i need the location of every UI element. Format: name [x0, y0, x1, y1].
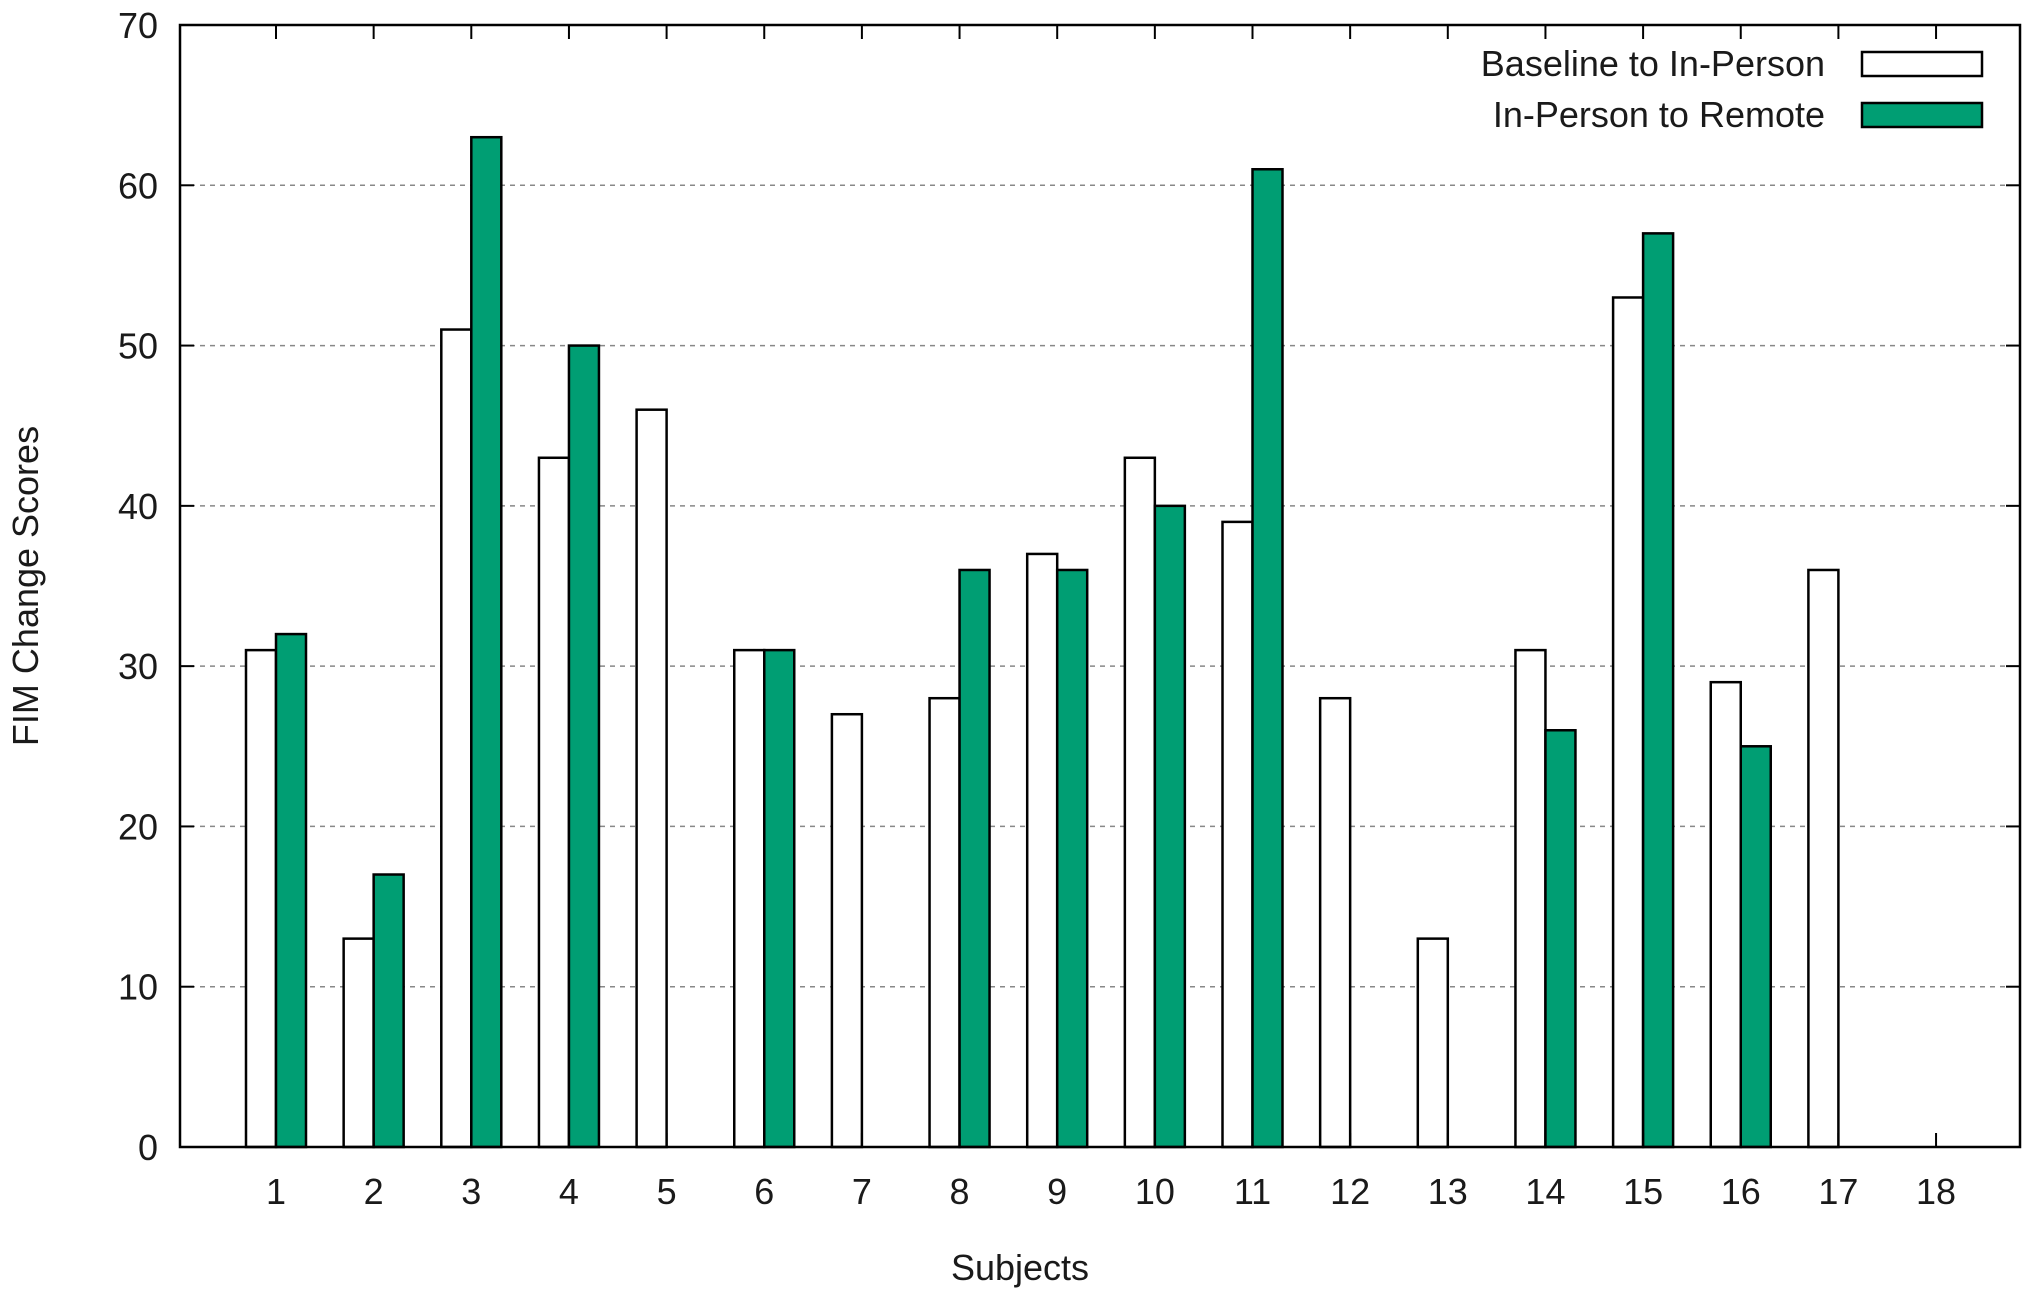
x-axis-label: Subjects	[951, 1247, 1089, 1288]
bar-baseline-to-in-person	[1807, 568, 1840, 1149]
bar-in-person-to-remote	[1153, 504, 1187, 1149]
x-tick-label: 5	[657, 1171, 677, 1212]
bar-in-person-to-remote	[1739, 745, 1772, 1149]
bar-baseline-to-in-person	[1221, 520, 1254, 1149]
x-tick-label: 18	[1916, 1171, 1956, 1212]
x-tick-label: 10	[1135, 1171, 1175, 1212]
y-tick-label: 60	[118, 165, 158, 206]
x-tick-label: 1	[266, 1171, 286, 1212]
x-tick-label: 4	[559, 1171, 579, 1212]
bar-baseline-to-in-person	[1416, 937, 1450, 1149]
x-tick-label: 13	[1428, 1171, 1468, 1212]
legend: Baseline to In-Person In-Person to Remote	[1481, 43, 1984, 135]
x-tick-label: 6	[754, 1171, 774, 1212]
x-tick-label: 7	[852, 1171, 872, 1212]
bar-in-person-to-remote	[1641, 232, 1675, 1149]
bar-baseline-to-in-person	[342, 937, 375, 1149]
x-tick-label: 17	[1818, 1171, 1858, 1212]
bar-baseline-to-in-person	[1123, 456, 1157, 1149]
y-tick-label: 20	[118, 806, 158, 847]
legend-swatch	[1860, 101, 1984, 129]
y-tick-label: 30	[118, 646, 158, 687]
bar-baseline-to-in-person	[1611, 296, 1645, 1149]
bar-in-person-to-remote	[1055, 568, 1089, 1149]
bar-baseline-to-in-person	[537, 456, 571, 1149]
y-tick-label: 70	[118, 5, 158, 46]
legend-label: In-Person to Remote	[1493, 94, 1825, 135]
bar-baseline-to-in-person	[1514, 648, 1547, 1149]
y-axis-label: FIM Change Scores	[5, 426, 46, 746]
x-tick-label: 8	[950, 1171, 970, 1212]
x-tick-label: 12	[1330, 1171, 1370, 1212]
legend-label: Baseline to In-Person	[1481, 43, 1825, 84]
axis-ticks	[180, 24, 2020, 1148]
x-tick-label: 9	[1047, 1171, 1067, 1212]
x-tick-label: 16	[1721, 1171, 1761, 1212]
x-tick-label: 3	[461, 1171, 481, 1212]
bar-baseline-to-in-person	[440, 328, 473, 1149]
y-tick-label: 50	[118, 326, 158, 367]
bar-baseline-to-in-person	[1709, 680, 1742, 1149]
bar-in-person-to-remote	[470, 135, 503, 1149]
bar-in-person-to-remote	[958, 568, 991, 1149]
bar-baseline-to-in-person	[830, 712, 864, 1149]
y-tick-label: 40	[118, 486, 158, 527]
bars	[244, 135, 1840, 1149]
bar-baseline-to-in-person	[244, 648, 278, 1149]
x-tick-label: 11	[1234, 1171, 1271, 1212]
bar-baseline-to-in-person	[928, 696, 961, 1149]
plot-frame	[178, 23, 2022, 1149]
legend-swatch	[1860, 50, 1984, 78]
bar-in-person-to-remote	[274, 632, 308, 1149]
bar-in-person-to-remote	[567, 344, 601, 1149]
x-tick-label: 14	[1525, 1171, 1565, 1212]
bar-baseline-to-in-person	[1318, 696, 1352, 1149]
bar-in-person-to-remote	[1251, 168, 1284, 1149]
bar-in-person-to-remote	[1544, 729, 1577, 1149]
y-tick-label: 0	[138, 1127, 158, 1168]
bar-in-person-to-remote	[372, 873, 405, 1149]
x-tick-label: 15	[1623, 1171, 1663, 1212]
bar-baseline-to-in-person	[733, 648, 766, 1149]
bar-in-person-to-remote	[763, 648, 796, 1149]
bar-baseline-to-in-person	[1025, 552, 1059, 1149]
x-tick-label: 2	[364, 1171, 384, 1212]
bar-baseline-to-in-person	[635, 408, 668, 1149]
y-tick-label: 10	[118, 967, 158, 1008]
